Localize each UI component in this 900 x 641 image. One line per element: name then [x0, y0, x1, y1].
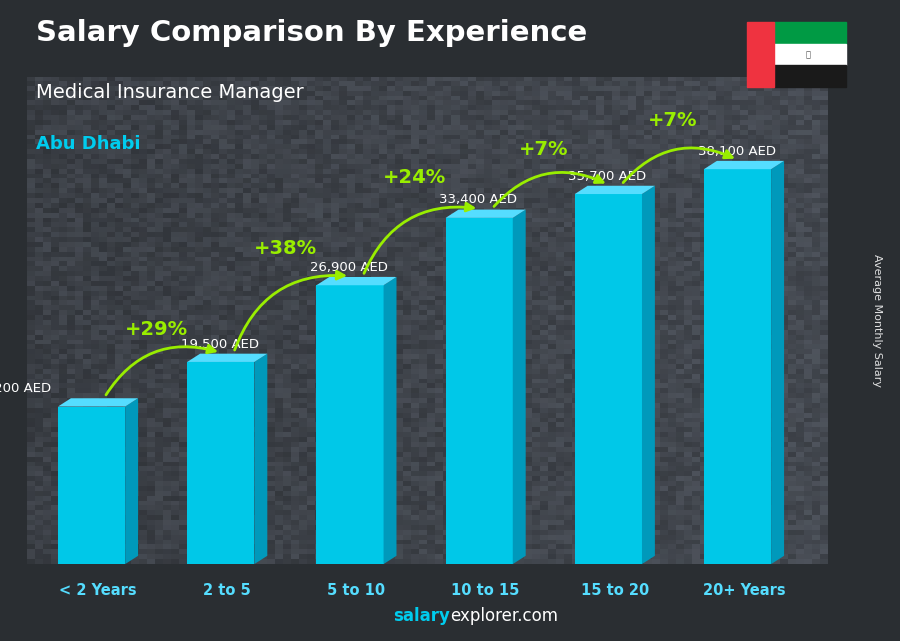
Text: +24%: +24%	[383, 168, 446, 187]
Text: +7%: +7%	[648, 111, 698, 130]
Bar	[704, 169, 771, 564]
Text: +7%: +7%	[519, 140, 569, 159]
Polygon shape	[125, 398, 138, 564]
Polygon shape	[575, 186, 655, 194]
Bar	[317, 285, 383, 564]
Text: 33,400 AED: 33,400 AED	[439, 194, 518, 206]
Text: 🦅: 🦅	[806, 50, 811, 59]
Text: 38,100 AED: 38,100 AED	[698, 145, 776, 158]
Text: 2 to 5: 2 to 5	[203, 583, 251, 598]
Text: explorer.com: explorer.com	[450, 607, 558, 625]
Bar	[774, 65, 846, 87]
Text: 19,500 AED: 19,500 AED	[181, 338, 258, 351]
Text: 15 to 20: 15 to 20	[580, 583, 649, 598]
Bar	[58, 406, 125, 564]
Text: Abu Dhabi: Abu Dhabi	[36, 135, 140, 153]
Text: salary: salary	[393, 607, 450, 625]
Bar	[575, 194, 642, 564]
Polygon shape	[446, 210, 526, 218]
Polygon shape	[513, 210, 526, 564]
Polygon shape	[317, 277, 397, 285]
Polygon shape	[642, 186, 655, 564]
Polygon shape	[255, 354, 267, 564]
Bar	[27, 578, 893, 601]
Text: Medical Insurance Manager: Medical Insurance Manager	[36, 83, 304, 103]
Bar	[446, 218, 513, 564]
Text: 15,200 AED: 15,200 AED	[0, 382, 51, 395]
Polygon shape	[187, 354, 267, 362]
Bar	[747, 22, 774, 87]
Text: 35,700 AED: 35,700 AED	[568, 170, 646, 183]
Text: 10 to 15: 10 to 15	[452, 583, 520, 598]
Polygon shape	[771, 161, 784, 564]
Text: +29%: +29%	[124, 320, 188, 339]
Polygon shape	[704, 161, 784, 169]
Text: 26,900 AED: 26,900 AED	[310, 261, 388, 274]
Polygon shape	[58, 398, 138, 406]
Text: 5 to 10: 5 to 10	[328, 583, 385, 598]
Text: < 2 Years: < 2 Years	[59, 583, 137, 598]
Text: Salary Comparison By Experience: Salary Comparison By Experience	[36, 19, 587, 47]
Bar	[774, 22, 846, 44]
Text: Average Monthly Salary: Average Monthly Salary	[872, 254, 883, 387]
Bar	[187, 362, 255, 564]
Text: 20+ Years: 20+ Years	[703, 583, 786, 598]
Polygon shape	[383, 277, 397, 564]
Bar	[774, 44, 846, 65]
Text: +38%: +38%	[254, 240, 317, 258]
